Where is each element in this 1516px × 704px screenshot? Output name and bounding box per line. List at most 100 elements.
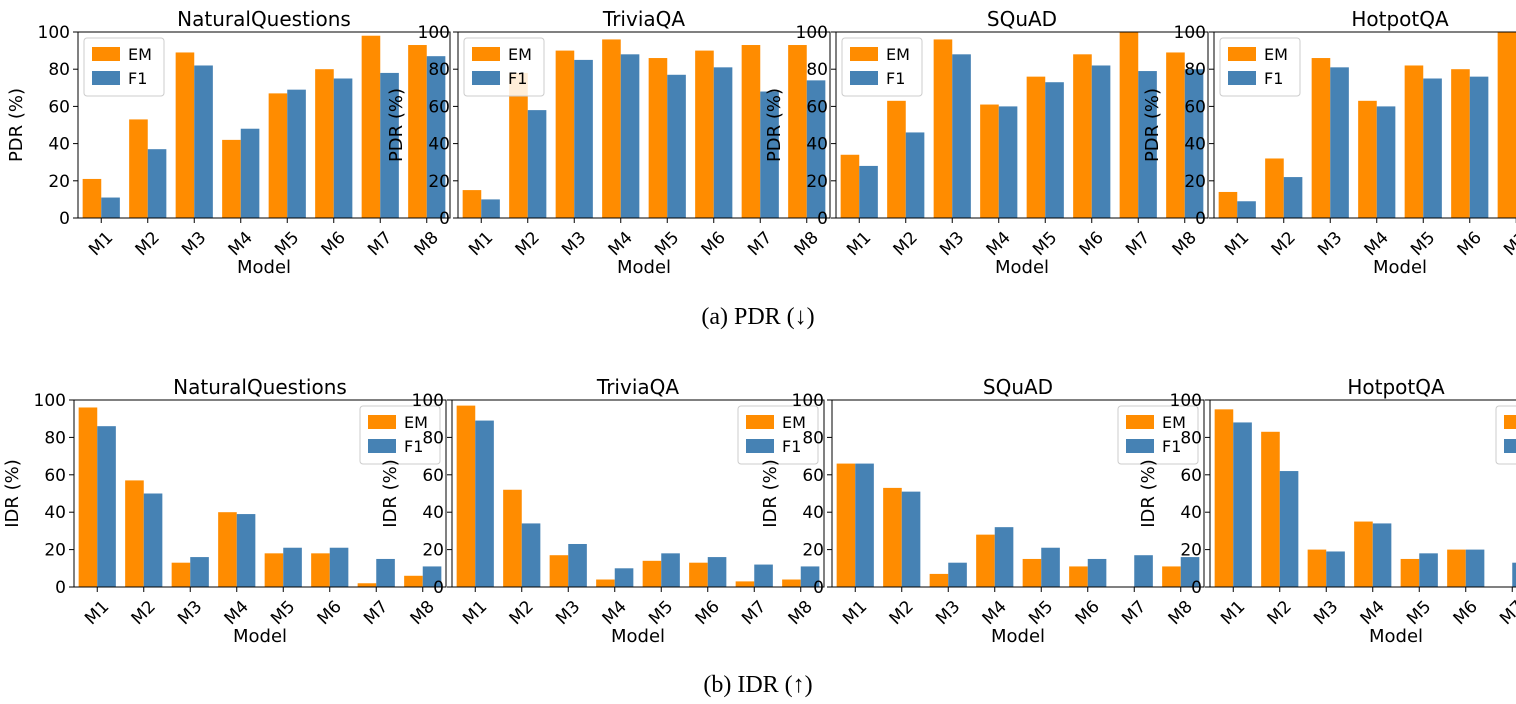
bar-em-m3 bbox=[933, 39, 953, 218]
plot-frame bbox=[835, 31, 1209, 219]
bar-f1-m6 bbox=[707, 557, 727, 587]
legend-swatch-f1 bbox=[92, 71, 120, 85]
bar-f1-m2 bbox=[143, 493, 163, 587]
bar-em-m3 bbox=[549, 555, 569, 587]
bar-f1-m5 bbox=[661, 553, 680, 587]
bar-f1-m7 bbox=[380, 72, 399, 218]
legend-label-f1: F1 bbox=[1162, 437, 1181, 456]
x-tick-label: M4 bbox=[225, 228, 257, 260]
x-tick-label: M2 bbox=[886, 597, 918, 629]
legend-label-em: EM bbox=[1162, 413, 1186, 432]
y-tick-label: 80 bbox=[806, 60, 828, 80]
bar-em-m7 bbox=[361, 35, 381, 218]
legend-swatch-em bbox=[92, 47, 120, 61]
y-tick-label: 60 bbox=[1184, 97, 1206, 117]
x-axis-label: Model bbox=[237, 257, 291, 278]
bar-f1-m3 bbox=[952, 54, 971, 218]
y-axis-label: PDR (%) bbox=[764, 88, 785, 162]
x-tick-label: M7 bbox=[1122, 228, 1154, 260]
x-tick-label: M8 bbox=[1169, 228, 1201, 260]
legend-box bbox=[1495, 405, 1516, 465]
y-tick-label: 0 bbox=[59, 209, 70, 229]
bar-em-m6 bbox=[1447, 549, 1466, 587]
chart-title: HotpotQA bbox=[1347, 375, 1445, 399]
legend-swatch-em bbox=[1126, 415, 1154, 429]
bar-f1-m8 bbox=[1180, 557, 1200, 587]
legend-label-em: EM bbox=[128, 45, 152, 64]
y-tick-label: 20 bbox=[806, 172, 828, 192]
y-tick-label: 0 bbox=[433, 578, 444, 598]
x-tick-label: M4 bbox=[979, 597, 1011, 629]
bar-em-m4 bbox=[980, 104, 999, 218]
x-axis-label: Model bbox=[617, 257, 671, 278]
bar-f1-m2 bbox=[521, 523, 541, 587]
y-tick-label: 60 bbox=[48, 97, 70, 117]
bar-f1-m5 bbox=[1419, 553, 1438, 587]
bar-em-m6 bbox=[1451, 69, 1470, 218]
x-tick-label: M1 bbox=[1217, 597, 1249, 629]
bar-f1-m4 bbox=[620, 54, 640, 218]
bar-em-m5 bbox=[264, 553, 284, 587]
bar-em-m8 bbox=[1162, 566, 1181, 587]
chart-title: NaturalQuestions bbox=[177, 7, 351, 31]
bar-f1-m5 bbox=[667, 74, 686, 218]
caption-a: (a) PDR (↓) bbox=[701, 304, 815, 330]
bar-f1-m1 bbox=[855, 463, 874, 587]
x-tick-label: M5 bbox=[651, 228, 683, 260]
bar-f1-m5 bbox=[1423, 78, 1442, 218]
bar-f1-m1 bbox=[481, 199, 500, 218]
bar-em-m4 bbox=[218, 512, 237, 587]
legend-swatch-f1 bbox=[746, 439, 774, 453]
bar-f1-m7 bbox=[1512, 562, 1516, 587]
y-tick-label: 20 bbox=[44, 541, 66, 561]
x-tick-label: M2 bbox=[132, 228, 164, 260]
bar-em-m4 bbox=[1358, 100, 1377, 218]
bar-em-m7 bbox=[735, 581, 755, 587]
bar-f1-m1 bbox=[1233, 422, 1252, 587]
legend-swatch-em bbox=[472, 47, 500, 61]
legend-label-em: EM bbox=[886, 45, 910, 64]
bar-em-m8 bbox=[788, 45, 807, 218]
x-axis-label: Model bbox=[611, 626, 665, 647]
x-tick-label: M7 bbox=[1118, 597, 1150, 629]
y-tick-label: 0 bbox=[55, 578, 66, 598]
x-tick-label: M1 bbox=[81, 597, 113, 629]
legend-swatch-f1 bbox=[1126, 439, 1154, 453]
x-tick-label: M1 bbox=[85, 228, 117, 260]
y-tick-label: 60 bbox=[1180, 466, 1202, 486]
x-axis-label: Model bbox=[1373, 257, 1427, 278]
bar-em-m1 bbox=[456, 405, 476, 587]
x-tick-label: M8 bbox=[407, 597, 439, 629]
y-tick-label: 20 bbox=[422, 541, 444, 561]
bar-f1-m1 bbox=[97, 426, 116, 587]
x-tick-label: M2 bbox=[890, 228, 922, 260]
bar-f1-m1 bbox=[101, 197, 120, 218]
bar-em-m2 bbox=[1261, 431, 1280, 587]
legend-box bbox=[1219, 37, 1301, 97]
y-tick-label: 40 bbox=[428, 135, 450, 155]
bar-em-m7 bbox=[1497, 32, 1516, 218]
bar-em-m2 bbox=[503, 489, 522, 587]
plot-frame bbox=[73, 399, 447, 588]
x-axis-label: Model bbox=[233, 626, 287, 647]
legend-label-f1: F1 bbox=[782, 437, 801, 456]
bar-f1-m6 bbox=[1087, 558, 1107, 587]
y-tick-label: 100 bbox=[796, 23, 828, 43]
x-tick-label: M2 bbox=[512, 228, 544, 260]
bar-f1-m3 bbox=[568, 543, 587, 587]
bar-f1-m2 bbox=[1283, 177, 1303, 218]
bar-em-m5 bbox=[1404, 65, 1424, 218]
y-tick-label: 0 bbox=[439, 209, 450, 229]
y-tick-label: 100 bbox=[792, 391, 824, 411]
bar-em-m3 bbox=[171, 562, 191, 587]
bar-f1-m6 bbox=[333, 78, 353, 218]
bar-em-m1 bbox=[1218, 191, 1238, 218]
x-tick-label: M5 bbox=[1403, 597, 1435, 629]
legend-swatch-f1 bbox=[1504, 439, 1516, 453]
bar-em-m4 bbox=[222, 139, 241, 218]
x-tick-label: M4 bbox=[1357, 597, 1389, 629]
bar-f1-m8 bbox=[422, 566, 442, 587]
bar-em-m2 bbox=[887, 100, 906, 218]
bar-em-m4 bbox=[976, 534, 995, 587]
